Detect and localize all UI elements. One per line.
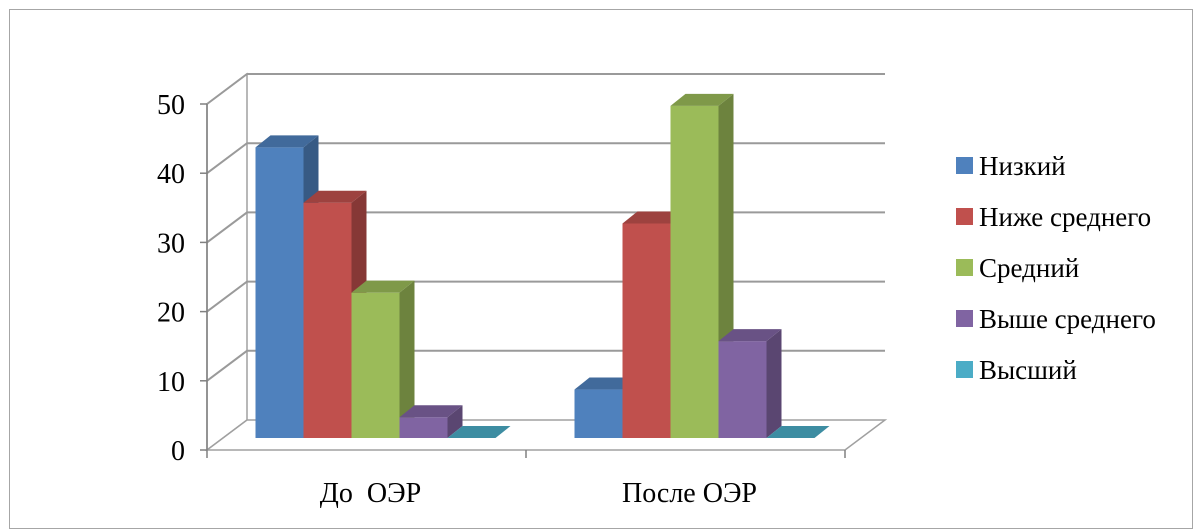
y-tick-label: 10 <box>157 367 185 398</box>
bar-front <box>670 105 719 438</box>
bars <box>255 93 830 439</box>
legend-swatch <box>956 310 973 327</box>
legend-swatch <box>956 208 973 225</box>
legend-label: Низкий <box>979 151 1066 181</box>
bar-top <box>622 211 686 224</box>
bar-front <box>622 223 671 438</box>
bar-top <box>718 329 782 342</box>
bar-side <box>399 280 415 438</box>
legend-label: Средний <box>979 253 1079 283</box>
y-tick-label: 50 <box>157 90 185 121</box>
bar-front <box>399 417 448 438</box>
legend-item: Низкий <box>956 151 1066 181</box>
legend-swatch <box>956 361 973 378</box>
bar-side <box>766 329 782 438</box>
bar-top <box>255 135 319 148</box>
legend-item: Ниже среднего <box>956 202 1151 232</box>
bar <box>718 329 782 438</box>
bar-front <box>718 341 767 438</box>
legend-label: Ниже среднего <box>979 202 1151 232</box>
bar-top <box>303 190 367 203</box>
legend-label: Выше среднего <box>979 304 1156 334</box>
bar <box>399 405 463 438</box>
bar-front <box>351 292 400 438</box>
legend-label: Высший <box>979 355 1077 385</box>
x-tick-label: До ОЭР <box>320 478 421 509</box>
bar-front <box>303 202 352 438</box>
legend-item: Средний <box>956 253 1079 283</box>
bar <box>447 426 511 438</box>
x-axis-ticks: До ОЭР После ОЭР <box>206 450 846 509</box>
legend: Низкий Ниже среднего Средний Выше среднего В… <box>956 151 1156 385</box>
bar-top <box>766 426 830 438</box>
y-tick-label: 20 <box>157 298 185 329</box>
side-wall <box>206 72 248 452</box>
bar-front <box>255 147 304 439</box>
bar-top <box>399 405 463 418</box>
bar-side <box>447 405 463 438</box>
bar-front <box>574 389 623 438</box>
bar-top <box>351 280 415 293</box>
y-tick-label: 0 <box>171 436 185 467</box>
bar-top <box>670 93 734 106</box>
legend-swatch <box>956 259 973 276</box>
legend-item: Выше среднего <box>956 304 1156 334</box>
bar <box>766 426 830 438</box>
bar-top <box>574 377 638 390</box>
legend-swatch <box>956 157 973 174</box>
x-tick-label: После ОЭР <box>622 478 757 509</box>
gridline <box>206 73 885 105</box>
bar-chart: 0 10 20 30 40 50 До ОЭР После ОЭР Низкий Ниже с… <box>157 72 1156 509</box>
legend-item: Высший <box>956 355 1077 385</box>
y-tick-label: 30 <box>157 228 185 259</box>
y-tick-label: 40 <box>157 159 185 190</box>
y-axis-ticks: 0 10 20 30 40 50 <box>157 90 207 467</box>
bar <box>351 280 415 438</box>
bar-top <box>447 426 511 438</box>
